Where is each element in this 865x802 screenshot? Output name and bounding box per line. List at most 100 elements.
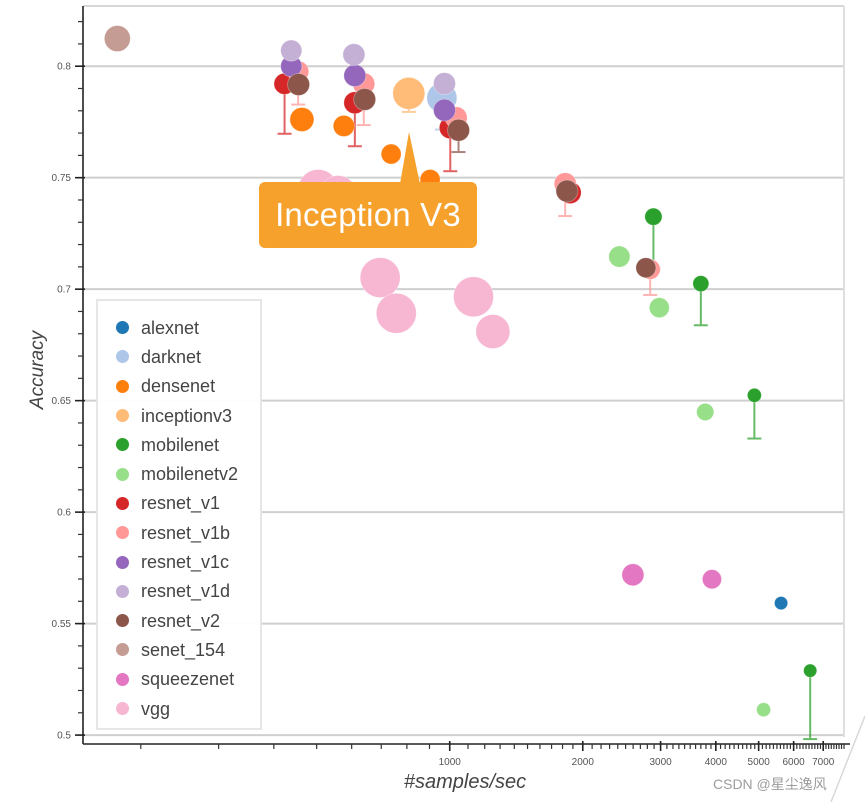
legend-label: darknet (141, 346, 202, 367)
point-mobilenetv2 (756, 702, 771, 718)
legend-label: squeezenet (141, 669, 235, 690)
legend-label: resnet_v1c (141, 552, 230, 573)
x-tick-label: 6000 (783, 757, 806, 768)
point-resnet-v2 (555, 179, 579, 203)
callout-label: Inception V3 (275, 196, 461, 233)
legend-item-resnet-v1d: resnet_v1d (98, 577, 260, 606)
y-tick-label: 0.5 (57, 731, 71, 742)
y-axis-title: Accuracy (27, 329, 48, 410)
legend: alexnet darknet densenet inceptionv3 mobilen… (96, 299, 262, 730)
callout-box: Inception V3 (259, 182, 477, 248)
point-inceptionv3 (392, 77, 426, 110)
x-tick-label: 3000 (649, 757, 672, 768)
plot-frame (83, 5, 845, 737)
point-vgg (359, 257, 401, 298)
watermark: CSDN @星尘逸风 (713, 776, 827, 792)
legend-label: vgg (141, 698, 171, 719)
error-bar-mobilenet (803, 670, 818, 741)
legend-label: inceptionv3 (141, 405, 233, 426)
y-tick-label: 0.65 (52, 396, 72, 407)
y-tick-label: 0.8 (57, 62, 71, 73)
legend-marker-icon (116, 379, 129, 393)
legend-item-mobilenet: mobilenet (98, 430, 260, 459)
legend-item-squeezenet: squeezenet (98, 665, 260, 694)
point-mobilenet (692, 275, 710, 292)
point-resnet-v1d (342, 43, 366, 67)
annotation-callout: Inception V3 (259, 132, 479, 250)
axes: 0.5 0.55 0.6 0.65 0.7 0.75 0.8 1000 2000 3000 4000… (52, 6, 850, 768)
y-tick-label: 0.6 (57, 508, 71, 519)
callout-pointer (400, 132, 420, 184)
point-mobilenetv2 (696, 403, 715, 422)
point-squeezenet (701, 569, 722, 590)
y-tick-label: 0.55 (52, 619, 72, 630)
legend-label: resnet_v2 (141, 610, 221, 631)
point-alexnet (774, 596, 789, 611)
legend-marker-icon (116, 584, 129, 598)
legend-item-darknet: darknet (98, 342, 260, 371)
point-resnet-v2 (447, 118, 470, 142)
point-mobilenet (746, 387, 762, 403)
legend-item-resnet-v1b: resnet_v1b (98, 518, 260, 547)
decorative-diagonal-line (830, 715, 865, 802)
error-bar-mobilenet (747, 395, 762, 440)
point-resnet-v1d (433, 72, 456, 95)
legend-item-inceptionv3: inceptionv3 (98, 401, 260, 430)
legend-marker-icon (116, 526, 129, 540)
point-densenet (332, 114, 355, 137)
legend-item-senet-154: senet_154 (98, 635, 260, 664)
point-vgg (475, 314, 511, 349)
legend-marker-icon (116, 350, 129, 364)
legend-label: mobilenet (141, 434, 220, 455)
legend-item-alexnet: alexnet (98, 313, 260, 342)
legend-marker-icon (116, 702, 129, 715)
point-senet-154 (103, 25, 131, 52)
point-densenet (380, 143, 402, 165)
point-vgg (453, 276, 494, 318)
x-tick-label: 7000 (812, 757, 835, 768)
legend-item-mobilenetv2: mobilenetv2 (98, 459, 260, 488)
point-mobilenet (803, 663, 818, 678)
y-tick-label: 0.75 (52, 173, 72, 184)
legend-item-resnet-v1c: resnet_v1c (98, 547, 260, 576)
legend-marker-icon (116, 643, 129, 657)
legend-item-vgg: vgg (98, 694, 260, 723)
point-mobilenetv2 (608, 245, 631, 268)
point-densenet (289, 107, 315, 132)
legend-marker-icon (116, 467, 129, 481)
legend-label: senet_154 (141, 639, 226, 660)
y-tick-label: 0.7 (57, 285, 71, 296)
legend-marker-icon (116, 409, 129, 423)
legend-marker-icon (116, 496, 129, 510)
legend-marker-icon (116, 321, 129, 335)
x-axis-title: #samples/sec (404, 771, 526, 793)
x-tick-label: 4000 (705, 757, 728, 768)
x-tick-label: 5000 (748, 757, 771, 768)
point-mobilenet (644, 207, 663, 226)
legend-item-resnet-v2: resnet_v2 (98, 606, 260, 635)
legend-label: densenet (141, 376, 216, 397)
point-vgg (375, 292, 417, 334)
legend-marker-icon (116, 438, 129, 452)
legend-label: mobilenetv2 (141, 464, 239, 485)
legend-marker-icon (116, 614, 129, 628)
legend-label: alexnet (141, 317, 200, 338)
point-resnet-v2 (353, 88, 377, 111)
point-squeezenet (621, 563, 645, 587)
point-resnet-v1d (280, 39, 303, 62)
legend-item-resnet-v1: resnet_v1 (98, 489, 260, 518)
x-tick-label: 1000 (439, 757, 462, 768)
point-resnet-v2 (635, 257, 657, 279)
legend-label: resnet_v1 (141, 493, 221, 514)
legend-label: resnet_v1d (141, 581, 231, 602)
legend-label: resnet_v1b (141, 522, 231, 543)
point-resnet-v1c (433, 98, 456, 122)
legend-marker-icon (116, 555, 129, 569)
legend-marker-icon (116, 672, 129, 686)
point-resnet-v2 (287, 73, 310, 96)
point-resnet-v1c (343, 64, 367, 87)
x-tick-label: 2000 (572, 757, 595, 768)
legend-item-densenet: densenet (98, 372, 260, 401)
point-mobilenetv2 (648, 297, 670, 319)
